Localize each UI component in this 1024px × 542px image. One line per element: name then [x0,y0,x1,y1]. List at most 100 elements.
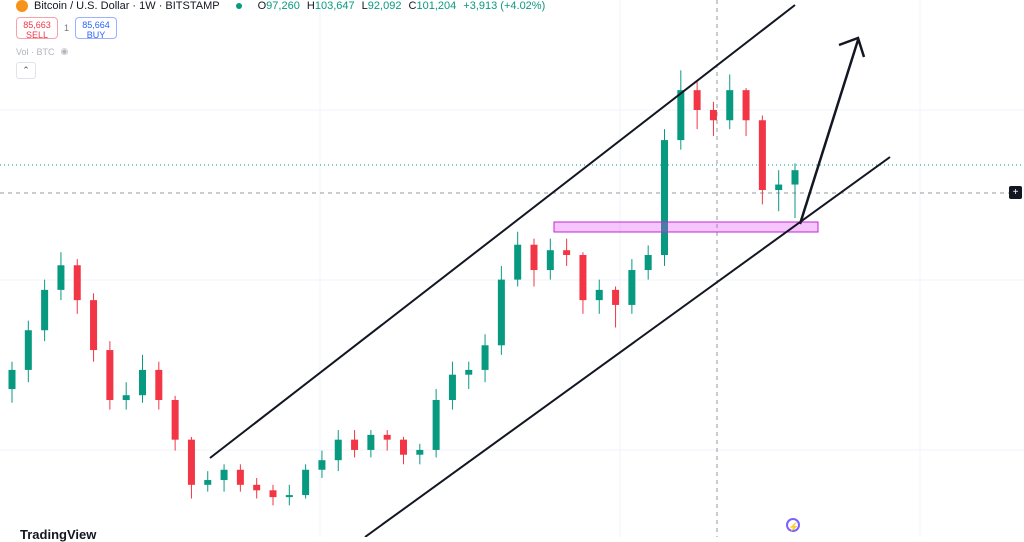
symbol-header: Bitcoin / U.S. Dollar · 1W · BITSTAMP O9… [16,0,549,12]
candle[interactable] [236,464,244,492]
candle[interactable] [122,382,130,410]
candle[interactable] [139,354,146,403]
candle-body [302,469,310,496]
eye-icon[interactable]: ◉ [60,46,69,56]
chevron-up-icon[interactable]: ⌃ [16,62,36,79]
candle[interactable] [318,450,326,478]
candle[interactable] [367,430,375,458]
candle-body [563,250,571,255]
candle[interactable] [677,70,685,150]
candle-body [612,289,620,305]
candle-body [41,289,49,331]
candle[interactable] [416,443,424,465]
buy-button[interactable]: 85,664 BUY [75,17,118,40]
candle-body [351,439,359,450]
candle[interactable] [726,74,734,130]
candle-body [709,109,717,121]
candle[interactable] [661,129,668,266]
candle-body [171,400,179,440]
candle[interactable] [644,245,652,280]
trade-buttons: 85,663 SELL 1 85,664 BUY [16,17,118,40]
candle-body [644,254,652,271]
candle-body [465,369,473,375]
symbol-title[interactable]: Bitcoin / U.S. Dollar · 1W · BITSTAMP [34,0,220,12]
candle[interactable] [448,361,456,410]
candle-body [106,350,114,400]
candle[interactable] [579,252,587,314]
candle[interactable] [171,395,179,451]
candle-body [73,265,81,301]
candle[interactable] [530,238,538,287]
sell-button[interactable]: 85,663 SELL [16,17,58,40]
candle[interactable] [383,430,391,451]
candle-body [514,244,522,280]
candle[interactable] [612,286,620,328]
channel-lower-line[interactable] [364,156,891,537]
candle[interactable] [497,265,505,355]
candle[interactable] [432,389,440,458]
candle[interactable] [106,341,114,410]
candle[interactable] [73,259,81,314]
candle[interactable] [204,471,212,492]
candle[interactable] [791,163,799,219]
candle-body [726,90,734,121]
candle[interactable] [41,279,49,342]
candle-body [416,449,424,455]
candle[interactable] [155,361,163,410]
candle[interactable] [302,464,310,499]
volume-indicator[interactable]: Vol · BTC ◉ [16,46,69,57]
bitcoin-logo-icon [16,0,28,12]
candle[interactable] [220,464,228,492]
candle-body [187,439,195,485]
channel-upper-line[interactable] [209,4,796,459]
candle[interactable] [742,88,750,136]
candle[interactable] [481,334,489,383]
candle[interactable] [563,238,571,266]
candle-body [791,170,799,185]
candle-body [481,345,489,370]
projection-arrow[interactable] [798,36,866,225]
candle-body [334,439,342,461]
candle[interactable] [546,238,554,280]
candle[interactable] [400,436,407,465]
candle[interactable] [514,231,522,287]
candle[interactable] [693,81,701,130]
candle[interactable] [351,430,359,458]
candle[interactable] [465,361,473,390]
support-zone[interactable] [553,221,819,233]
candle[interactable] [253,477,261,499]
candle-body [318,460,326,470]
candle-body [383,434,391,440]
candle[interactable] [775,170,783,212]
add-alert-button[interactable]: + [1009,186,1022,199]
ohlc-values: O97,260 H103,647 L92,092 C101,204 +3,913… [257,0,546,12]
candle-body [742,90,750,121]
candle-body [220,469,228,481]
market-status-icon [235,3,242,9]
candle-body [448,374,456,400]
candle-body [57,265,65,290]
lightning-icon[interactable]: ⚡ [786,518,800,532]
candle-body [497,279,505,346]
candle-body [693,90,701,110]
candle[interactable] [90,293,98,362]
candle-body [367,434,375,450]
candle[interactable] [595,279,603,314]
candle-body [758,120,766,191]
candle[interactable] [709,101,717,136]
candle[interactable] [8,361,16,403]
candle[interactable] [285,484,293,506]
candle[interactable] [334,430,342,472]
candle[interactable] [57,252,65,301]
candle[interactable] [187,436,195,499]
candle[interactable] [628,259,636,314]
candle[interactable] [269,484,277,506]
candle[interactable] [24,320,32,383]
candle-body [236,469,244,485]
candle-body [400,439,407,455]
candle-body [122,395,130,400]
candle-body [530,244,538,271]
candle[interactable] [758,115,766,205]
